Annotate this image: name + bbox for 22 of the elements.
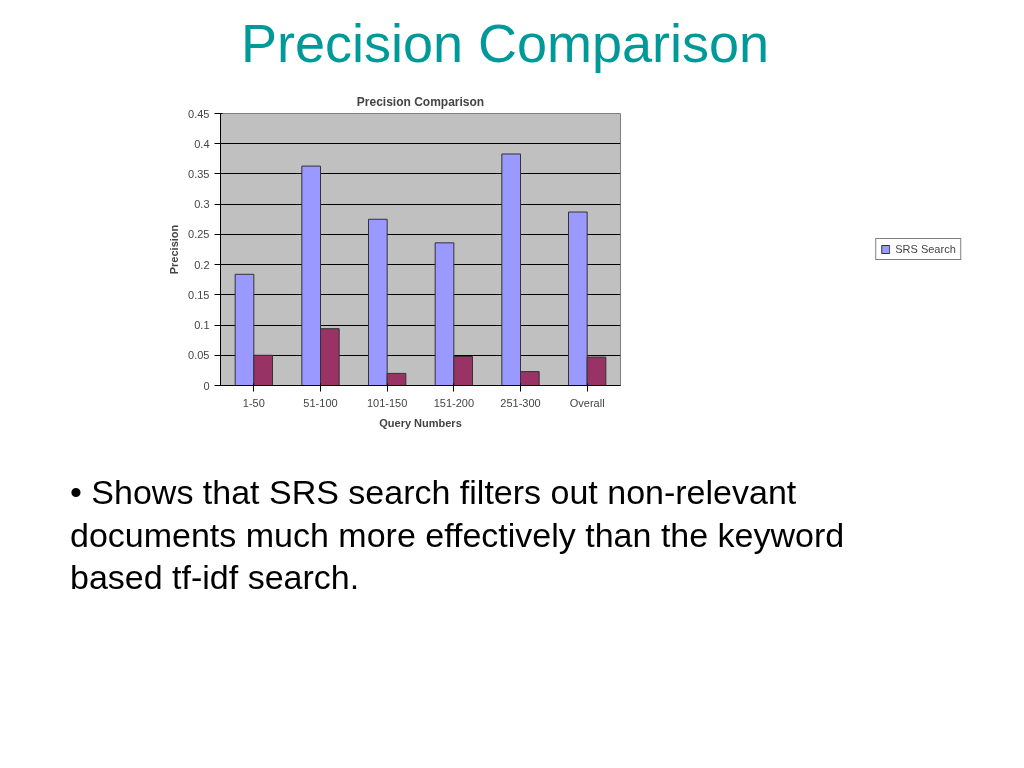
y-tick-label: 0.3	[194, 198, 210, 211]
x-tick-label: 251-300	[500, 396, 541, 409]
y-tick-label: 0	[203, 379, 210, 392]
y-tick-label: 0.35	[188, 168, 210, 181]
x-tick-label: 51-100	[303, 396, 338, 409]
text: • Shows that SRS search filters out non-relevant documents much more effectively than the keyword based tf-idf search.	[70, 472, 846, 599]
x-axis-title: Query Numbers	[379, 416, 462, 429]
text: Precision Comparison	[240, 12, 770, 75]
y-tick-label: 0.1	[194, 319, 210, 332]
x-tick-label: 151-200	[433, 396, 475, 409]
y-tick-label: 0.45	[188, 107, 210, 120]
x-tick-label: Overall	[569, 396, 605, 409]
y-tick-label: 0.05	[188, 349, 210, 362]
y-axis-title: Precision	[168, 224, 181, 275]
y-tick-label: 0.4	[194, 137, 210, 150]
y-tick-label: 0.25	[188, 228, 210, 241]
legend-label: SRS Search	[895, 243, 956, 256]
y-tick-label: 0.15	[188, 288, 210, 301]
chart-title: Precision Comparison	[356, 94, 485, 109]
x-tick-label: 1-50	[242, 396, 265, 409]
y-tick-label: 0.2	[194, 258, 210, 271]
x-tick-label: 101-150	[366, 396, 408, 409]
